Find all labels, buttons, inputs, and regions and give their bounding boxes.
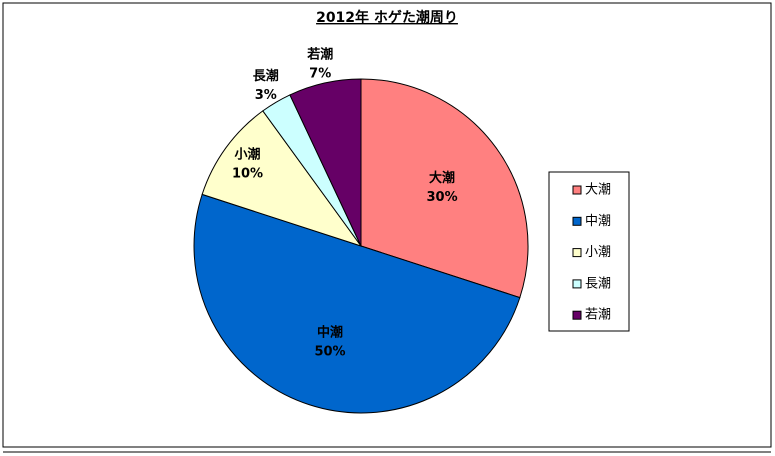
legend-swatch (572, 310, 582, 320)
pie-slice (360, 78, 529, 299)
legend-box (548, 171, 630, 332)
pie-slice (201, 110, 363, 247)
slice-label: 長潮 3% (253, 68, 279, 103)
slice-category: 長潮 (253, 68, 279, 84)
slice-label: 若潮 7% (306, 46, 333, 81)
slice-label: 小潮 10% (232, 146, 263, 181)
pie-slice (289, 78, 362, 247)
slice-value: 50% (314, 344, 345, 359)
legend-label: 中潮 (585, 214, 611, 229)
legend-label: 小潮 (585, 245, 611, 260)
slice-value: 3% (255, 88, 277, 103)
slice-label: 大潮 30% (427, 170, 458, 205)
slice-value: 10% (232, 166, 263, 181)
legend-swatch (572, 216, 582, 226)
slice-category: 大潮 (429, 170, 455, 186)
legend-swatch (572, 279, 582, 289)
legend-label: 長潮 (585, 276, 611, 291)
legend-swatch (572, 248, 582, 258)
legend-swatch (572, 185, 582, 195)
slice-label: 中潮 50% (314, 324, 345, 359)
legend-label: 若潮 (585, 307, 611, 323)
pie-slice (193, 193, 521, 414)
slice-value: 30% (427, 190, 458, 205)
slice-category: 小潮 (235, 146, 261, 162)
slice-category: 若潮 (306, 46, 333, 62)
legend-label: 大潮 (585, 183, 611, 198)
slice-value: 7% (309, 66, 331, 81)
chart-title: 2012年 ホゲた潮周り (316, 9, 458, 26)
slice-category: 中潮 (317, 324, 343, 340)
